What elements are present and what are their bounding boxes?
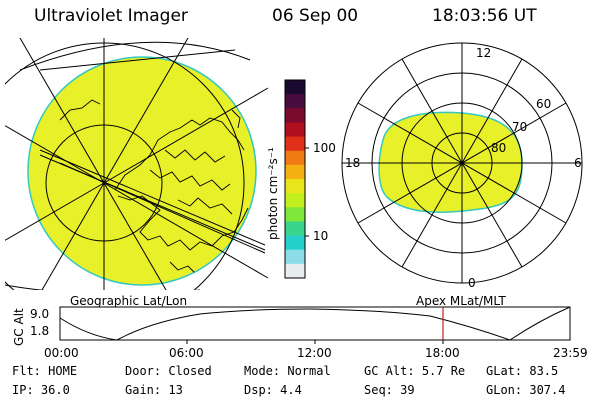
colorbar-segment	[285, 150, 305, 166]
uv-image-disc	[27, 56, 257, 286]
status-glat: GLat: 83.5	[486, 364, 559, 378]
altitude-xtick: 12:00	[297, 346, 332, 360]
status-seq: Seq: 39	[364, 383, 415, 397]
altitude-curve	[59, 306, 571, 341]
geo-graticule	[5, 38, 269, 290]
app-title: Ultraviolet Imager	[34, 6, 188, 26]
status-gc-alt: GC Alt: 5.7 Re	[364, 364, 466, 378]
colorbar-tick-100: 100	[313, 141, 336, 155]
mlat-label-60: 60	[536, 97, 552, 111]
colorbar-segment	[285, 108, 305, 124]
colorbar-ticks	[305, 147, 309, 237]
polar-spokes	[342, 43, 582, 283]
altitude-xtick: 18:00	[425, 346, 460, 360]
colorbar-tick-10: 10	[313, 229, 329, 243]
altitude-ylabel: GC Alt	[12, 308, 26, 346]
colorbar-segment	[285, 221, 305, 237]
colorbar-segment	[285, 136, 305, 152]
colorbar-segment	[285, 94, 305, 109]
altitude-xtick: 06:00	[169, 346, 204, 360]
polar-uv-image	[378, 111, 523, 213]
altitude-ytick-1: 1.8	[30, 324, 50, 338]
mlt-label-18: 18	[345, 156, 361, 170]
mlt-label-6: 6	[574, 156, 582, 170]
polar-map-label: Apex MLat/MLT	[416, 294, 506, 308]
colorbar-segment	[285, 179, 305, 194]
altitude-plot-frame	[59, 306, 571, 341]
status-ip: IP: 36.0	[12, 383, 70, 397]
status-flt: Flt: HOME	[12, 364, 78, 378]
date-label: 06 Sep 00	[272, 6, 359, 26]
colorbar-segment	[285, 263, 305, 279]
geo-map-label: Geographic Lat/Lon	[70, 294, 188, 308]
status-glon: GLon: 307.4	[486, 383, 566, 397]
time-label: 18:03:56 UT	[432, 6, 537, 26]
status-gain: Gain: 13	[125, 383, 183, 397]
mlt-label-0: 0	[468, 276, 476, 290]
colorbar-segment	[285, 207, 305, 223]
status-dsp: Dsp: 4.4	[244, 383, 302, 397]
mlt-label-12: 12	[476, 46, 492, 60]
mlat-label-70: 70	[512, 120, 528, 134]
status-mode: Mode: Normal	[244, 364, 331, 378]
status-door: Door: Closed	[125, 364, 212, 378]
colorbar-segment	[285, 80, 305, 95]
orbit-track	[39, 149, 266, 254]
colorbar-segment	[285, 249, 305, 265]
altitude-xtick: 00:00	[44, 346, 79, 360]
altitude-xtick: 23:59	[553, 346, 588, 360]
colorbar-segment	[285, 235, 305, 251]
altitude-ytick-9: 9.0	[30, 307, 50, 321]
mlat-label-80: 80	[491, 141, 507, 155]
colorbar-segment	[285, 193, 305, 208]
altitude-xticks	[186, 340, 444, 344]
colorbar-segment	[285, 122, 305, 138]
colorbar-segment	[285, 164, 305, 180]
